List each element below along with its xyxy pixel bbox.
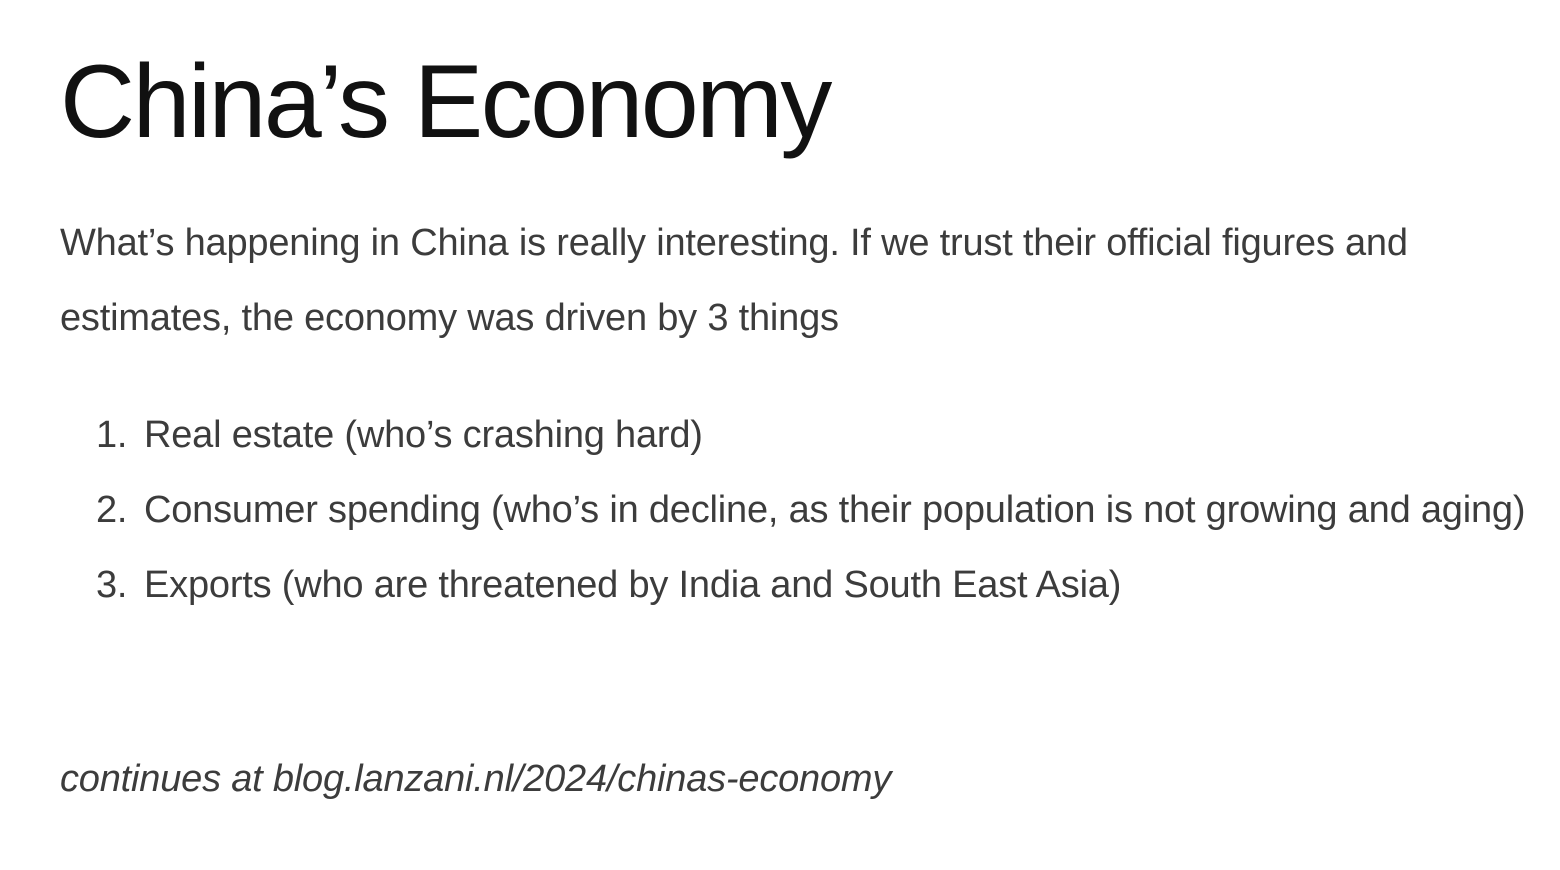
list-item-text: Consumer spending (who’s in decline, as … [144, 489, 1526, 531]
intro-paragraph: What’s happening in China is really inte… [60, 222, 1408, 339]
list-item: 3. Exports (who are threatened by India … [60, 548, 1555, 623]
list-item-number: 1. [96, 414, 128, 456]
list-item-text: Real estate (who’s crashing hard) [144, 414, 703, 456]
list-item: 2. Consumer spending (who’s in decline, … [60, 473, 1555, 548]
list-item-number: 3. [96, 564, 128, 606]
list-item-text: Exports (who are threatened by India and… [144, 564, 1122, 606]
page-title: China’s Economy [60, 44, 832, 160]
drivers-list: 1. Real estate (who’s crashing hard) 2. … [60, 398, 1555, 623]
list-item: 1. Real estate (who’s crashing hard) [60, 398, 1555, 473]
continues-note: continues at blog.lanzani.nl/2024/chinas… [60, 758, 892, 800]
list-item-number: 2. [96, 489, 128, 531]
